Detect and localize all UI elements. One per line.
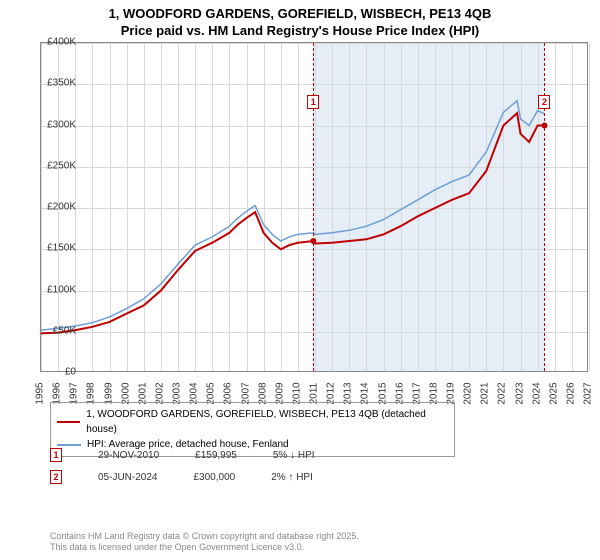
y-tick-label: £0 (65, 367, 76, 378)
x-tick-label: 2026 (565, 382, 576, 404)
x-tick-label: 2023 (514, 382, 525, 404)
x-tick-label: 2024 (531, 382, 542, 404)
y-tick-label: £150K (47, 243, 76, 254)
line-layer (41, 43, 589, 373)
chart-area: 12 £0£50K£100K£150K£200K£250K£300K£350K£… (40, 42, 588, 392)
sale-price-2: £300,000 (193, 472, 235, 483)
chart-title: 1, WOODFORD GARDENS, GOREFIELD, WISBECH,… (0, 0, 600, 40)
sale-marker-2: 2 (50, 470, 62, 484)
sale-row-1: 1 29-NOV-2010 £159,995 5% ↓ HPI (50, 448, 315, 462)
sale-row-2: 2 05-JUN-2024 £300,000 2% ↑ HPI (50, 470, 313, 484)
legend-label-1: 1, WOODFORD GARDENS, GOREFIELD, WISBECH,… (86, 407, 448, 437)
title-line1: 1, WOODFORD GARDENS, GOREFIELD, WISBECH,… (0, 6, 600, 23)
x-tick-label: 2025 (548, 382, 559, 404)
chart-marker-2: 2 (538, 95, 550, 109)
legend-row-1: 1, WOODFORD GARDENS, GOREFIELD, WISBECH,… (57, 407, 448, 437)
x-tick-label: 1995 (35, 382, 46, 404)
y-tick-label: £350K (47, 78, 76, 89)
title-line2: Price paid vs. HM Land Registry's House … (0, 23, 600, 40)
y-tick-label: £250K (47, 160, 76, 171)
attribution: Contains HM Land Registry data © Crown c… (50, 531, 359, 554)
series-hpi (41, 101, 545, 330)
plot-region: 12 (40, 42, 588, 372)
sale-delta-2: 2% ↑ HPI (271, 472, 313, 483)
legend-swatch-2 (57, 444, 81, 446)
y-tick-label: £200K (47, 202, 76, 213)
x-tick-label: 2021 (480, 382, 491, 404)
sale-date-1: 29-NOV-2010 (98, 450, 159, 461)
x-tick-label: 2022 (497, 382, 508, 404)
sale-marker-1: 1 (50, 448, 62, 462)
attribution-line1: Contains HM Land Registry data © Crown c… (50, 531, 359, 543)
sale-date-2: 05-JUN-2024 (98, 472, 157, 483)
x-tick-label: 2020 (463, 382, 474, 404)
series-price_paid (41, 113, 545, 333)
y-tick-label: £100K (47, 284, 76, 295)
sale-delta-1: 5% ↓ HPI (273, 450, 315, 461)
y-tick-label: £400K (47, 37, 76, 48)
y-tick-label: £300K (47, 119, 76, 130)
sale-price-1: £159,995 (195, 450, 237, 461)
attribution-line2: This data is licensed under the Open Gov… (50, 542, 359, 554)
y-tick-label: £50K (53, 325, 76, 336)
legend-swatch-1 (57, 421, 80, 423)
x-tick-label: 2027 (583, 382, 594, 404)
chart-marker-1: 1 (307, 95, 319, 109)
